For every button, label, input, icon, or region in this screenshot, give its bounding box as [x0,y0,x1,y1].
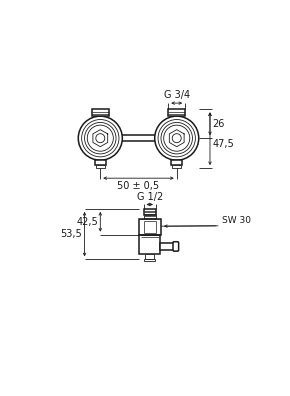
Bar [144,215,156,219]
Bar [171,160,182,165]
Bar [173,165,181,168]
Text: 47,5: 47,5 [212,139,234,149]
Text: 50 ± 0,5: 50 ± 0,5 [117,181,160,191]
Text: 53,5: 53,5 [61,229,82,239]
Text: 42,5: 42,5 [76,217,98,227]
Bar [139,234,160,254]
Bar [92,109,109,116]
Text: G 1/2: G 1/2 [137,192,163,202]
Bar [144,209,156,215]
Bar [168,109,185,116]
Bar [122,135,155,141]
Bar [160,243,176,250]
Bar [96,165,105,168]
FancyBboxPatch shape [173,242,179,251]
Text: 26: 26 [212,119,224,129]
Bar [144,259,155,261]
Bar [95,160,106,165]
Text: SW 30: SW 30 [222,216,251,225]
Bar [146,254,154,259]
Text: G 3/4: G 3/4 [164,90,190,101]
Bar [139,219,161,234]
